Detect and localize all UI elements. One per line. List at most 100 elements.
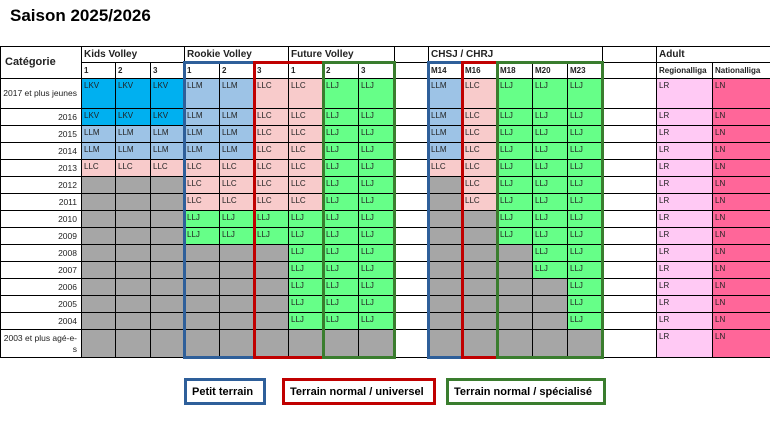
column-header: 3 [150, 62, 185, 79]
legend-terrain-normal-specialise: Terrain normal / spécialisé [446, 378, 606, 405]
league-cell [394, 244, 429, 262]
league-cell: LN [712, 278, 770, 296]
league-cell: LR [656, 244, 713, 262]
league-cell [115, 227, 151, 245]
row-label: 2017 et plus jeunes [0, 78, 82, 109]
league-cell: LLC [81, 159, 116, 177]
league-cell [115, 278, 151, 296]
league-cell [602, 227, 657, 245]
league-cell: LLJ [567, 78, 603, 109]
league-cell [394, 295, 429, 313]
league-cell [602, 193, 657, 211]
league-cell [602, 329, 657, 358]
row-label: 2009 [0, 227, 82, 245]
league-cell [602, 210, 657, 228]
league-cell [394, 329, 429, 358]
league-cell [115, 193, 151, 211]
league-cell: LN [712, 227, 770, 245]
league-cell [150, 227, 185, 245]
league-cell: LR [656, 329, 713, 358]
league-cell [150, 261, 185, 279]
league-cell: LKV [115, 78, 151, 109]
row-label: 2013 [0, 159, 82, 177]
league-cell: LN [712, 244, 770, 262]
league-cell: LR [656, 159, 713, 177]
row-label: 2003 et plus agé-e-s [0, 329, 82, 358]
league-cell: LLC [254, 78, 289, 109]
league-cell [81, 244, 116, 262]
row-label: 2016 [0, 108, 82, 126]
league-cell [150, 295, 185, 313]
league-cell: LR [656, 78, 713, 109]
league-cell [602, 312, 657, 330]
league-cell: LN [712, 125, 770, 143]
league-cell [602, 78, 657, 109]
league-cell [394, 193, 429, 211]
group-header-adult: Adult [656, 46, 770, 63]
league-cell: LR [656, 227, 713, 245]
league-cell [602, 142, 657, 160]
group-header-kids: Kids Volley [81, 46, 185, 63]
row-label: 2014 [0, 142, 82, 160]
league-cell [81, 295, 116, 313]
league-cell [115, 210, 151, 228]
league-cell [602, 244, 657, 262]
league-cell: LLC [150, 159, 185, 177]
league-cell: LLM [428, 78, 463, 109]
league-cell [150, 176, 185, 194]
league-cell: LLM [81, 125, 116, 143]
row-label: 2010 [0, 210, 82, 228]
row-label: 2011 [0, 193, 82, 211]
league-cell: LLM [115, 125, 151, 143]
league-cell [394, 261, 429, 279]
league-cell [288, 329, 324, 358]
group-header-spacer [394, 46, 429, 63]
league-cell [394, 210, 429, 228]
league-cell: LKV [115, 108, 151, 126]
league-cell: LKV [81, 78, 116, 109]
column-header [394, 62, 429, 79]
league-cell [81, 227, 116, 245]
league-cell: LR [656, 312, 713, 330]
league-cell: LN [712, 78, 770, 109]
frame-petit-terrain-rookie [183, 61, 256, 359]
league-cell: LR [656, 295, 713, 313]
league-cell: LLJ [358, 78, 395, 109]
league-cell [150, 193, 185, 211]
league-cell [394, 176, 429, 194]
row-label: 2007 [0, 261, 82, 279]
row-label: 2012 [0, 176, 82, 194]
league-cell: LN [712, 210, 770, 228]
column-header [602, 62, 657, 79]
league-cell [115, 329, 151, 358]
column-header: Regionalliga [656, 62, 713, 79]
league-cell [602, 125, 657, 143]
league-cell [394, 78, 429, 109]
league-cell [150, 278, 185, 296]
frame-terrain-normal-m16 [461, 61, 499, 359]
league-cell [150, 329, 185, 358]
legend-terrain-normal-universel: Terrain normal / universel [282, 378, 436, 405]
league-cell [394, 108, 429, 126]
league-cell [394, 278, 429, 296]
row-label: 2006 [0, 278, 82, 296]
league-cell [602, 108, 657, 126]
league-cell [394, 142, 429, 160]
league-cell: LN [712, 159, 770, 177]
league-cell [394, 312, 429, 330]
league-cell: LKV [150, 108, 185, 126]
league-cell [394, 159, 429, 177]
league-cell: LR [656, 193, 713, 211]
league-cell: LR [656, 125, 713, 143]
frame-terrain-specialise-chsj [496, 61, 604, 359]
league-cell: LLM [219, 78, 255, 109]
league-cell: LN [712, 193, 770, 211]
league-cell [602, 278, 657, 296]
league-cell: LN [712, 312, 770, 330]
league-cell [150, 244, 185, 262]
categorie-header: Catégorie [0, 46, 82, 79]
legend-petit-terrain: Petit terrain [184, 378, 266, 405]
row-label: 2008 [0, 244, 82, 262]
league-cell [81, 261, 116, 279]
league-cell [115, 176, 151, 194]
